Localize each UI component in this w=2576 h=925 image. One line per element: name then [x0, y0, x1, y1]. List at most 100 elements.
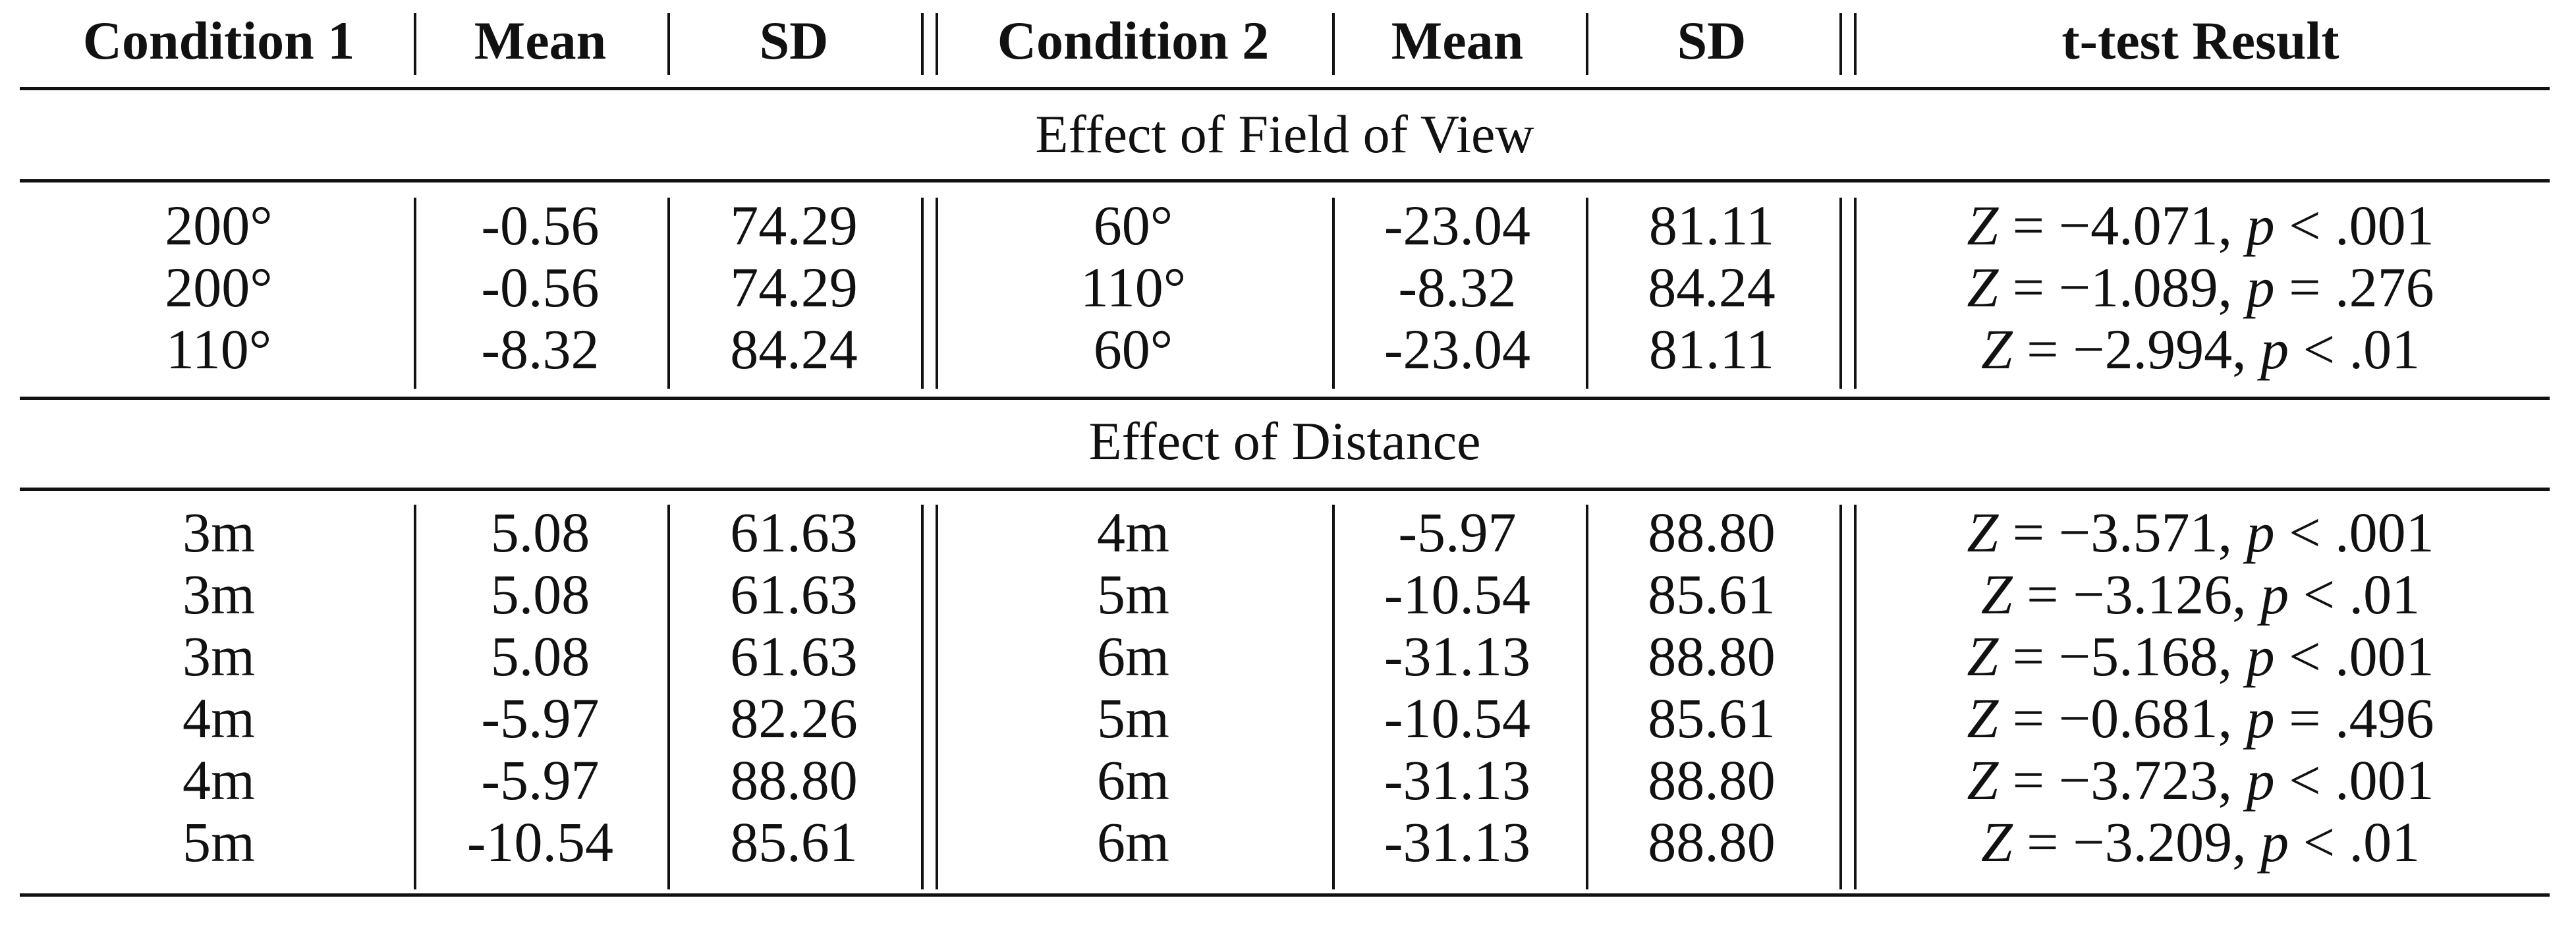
column-divider-20 [1332, 505, 1335, 889]
p-symbol: p [2246, 194, 2275, 257]
column-divider-21 [1586, 505, 1588, 889]
cell-cond1: 5m [182, 810, 255, 874]
z-symbol: Z [1980, 318, 2013, 381]
ttest-result: Z = −1.089, p = .276 [1904, 259, 2497, 316]
column-divider-0 [414, 13, 416, 75]
p-symbol: p [2246, 748, 2275, 812]
cell-sd1: 84.24 [730, 318, 858, 381]
column-divider-23 [1854, 505, 1857, 889]
cell-cond1: 4m [182, 687, 255, 750]
p-symbol: p [2246, 687, 2275, 750]
cell-cond2: 60° [1093, 318, 1173, 381]
p-symbol: p [2260, 318, 2289, 381]
z-symbol: Z [1967, 748, 1999, 812]
cell-cond1: 200° [165, 256, 273, 319]
z-symbol: Z [1967, 501, 1999, 564]
cell-sd1: 85.61 [730, 810, 858, 874]
bottom-rule [20, 893, 2550, 897]
cell-mean1: -0.56 [481, 194, 600, 257]
p-value: < .001 [2274, 501, 2434, 564]
ttest-result: Z = −4.071, p < .001 [1904, 197, 2497, 254]
ttest-result: Z = −3.571, p < .001 [1904, 504, 2497, 561]
cell-cond2: 4m [1097, 501, 1169, 564]
column-divider-17 [667, 505, 670, 889]
ttest-result: Z = −3.209, p < .01 [1904, 814, 2497, 870]
cell-mean2: -8.32 [1398, 256, 1517, 319]
cell-mean1: 5.08 [490, 563, 590, 626]
p-symbol: p [2246, 256, 2275, 319]
column-divider-22 [1839, 505, 1842, 889]
cell-mean1: -0.56 [481, 256, 600, 319]
section-rule [20, 488, 2550, 491]
column-divider-6 [1839, 13, 1842, 75]
ttest-result: Z = −5.168, p < .001 [1904, 628, 2497, 685]
z-value: = −2.994, [2012, 318, 2261, 381]
cell-sd2: 88.80 [1648, 810, 1776, 874]
cell-mean2: -10.54 [1384, 563, 1531, 626]
p-value: < .01 [2289, 810, 2421, 874]
cell-sd2: 88.80 [1648, 748, 1776, 812]
cell-sd2: 88.80 [1648, 625, 1776, 688]
cell-mean1: -10.54 [466, 810, 614, 874]
p-symbol: p [2246, 501, 2275, 564]
z-value: = −3.571, [1998, 501, 2247, 564]
cell-sd1: 74.29 [730, 194, 858, 257]
ttest-result: Z = −3.126, p < .01 [1904, 566, 2497, 623]
cell-sd1: 61.63 [730, 501, 858, 564]
cell-mean2: -23.04 [1384, 318, 1531, 381]
cell-cond2: 5m [1097, 563, 1169, 626]
cell-sd2: 85.61 [1648, 563, 1776, 626]
cell-sd2: 88.80 [1648, 501, 1776, 564]
header-sd1: SD [759, 11, 829, 70]
column-divider-16 [414, 505, 416, 889]
z-symbol: Z [1967, 256, 1999, 319]
header-sd2: SD [1677, 11, 1747, 70]
cell-cond2: 5m [1097, 687, 1169, 750]
cell-sd2: 85.61 [1648, 687, 1776, 750]
column-divider-4 [1332, 13, 1335, 75]
p-value: < .001 [2274, 748, 2434, 812]
z-symbol: Z [1980, 563, 2013, 626]
column-divider-5 [1586, 13, 1588, 75]
p-value: < .01 [2289, 318, 2421, 381]
p-symbol: p [2260, 563, 2289, 626]
cell-sd1: 82.26 [730, 687, 858, 750]
column-divider-13 [1586, 198, 1588, 389]
cell-mean2: -31.13 [1384, 625, 1531, 688]
cell-cond2: 6m [1097, 625, 1169, 688]
section-rule [20, 397, 2550, 400]
cell-cond1: 110° [165, 318, 272, 381]
header-ttest: t-test Result [2061, 11, 2339, 70]
cell-mean1: -5.97 [481, 687, 600, 750]
column-divider-18 [921, 505, 924, 889]
cell-mean2: -23.04 [1384, 194, 1531, 257]
ttest-result: Z = −0.681, p = .496 [1904, 690, 2497, 746]
cell-cond1: 4m [182, 748, 255, 812]
z-value: = −5.168, [1998, 625, 2247, 688]
p-value: < .01 [2289, 563, 2421, 626]
cell-cond1: 200° [165, 194, 273, 257]
column-divider-14 [1839, 198, 1842, 389]
cell-mean2: -5.97 [1398, 501, 1517, 564]
cell-mean1: 5.08 [490, 501, 590, 564]
z-value: = −3.209, [2012, 810, 2261, 874]
cell-mean1: 5.08 [490, 625, 590, 688]
p-value: < .001 [2274, 625, 2434, 688]
column-divider-15 [1854, 198, 1857, 389]
header-mean2: Mean [1391, 11, 1524, 70]
z-value: = −3.723, [1998, 748, 2247, 812]
column-divider-8 [414, 198, 416, 389]
cell-cond2: 6m [1097, 748, 1169, 812]
column-divider-9 [667, 198, 670, 389]
section-title: Effect of Field of View [1035, 104, 1534, 164]
column-divider-11 [936, 198, 938, 389]
z-symbol: Z [1967, 687, 1999, 750]
p-value: = .496 [2274, 687, 2434, 750]
column-divider-10 [921, 198, 924, 389]
section-rule [20, 179, 2550, 182]
p-value: = .276 [2274, 256, 2434, 319]
p-value: < .001 [2274, 194, 2434, 257]
cell-cond2: 60° [1093, 194, 1173, 257]
column-divider-2 [921, 13, 924, 75]
